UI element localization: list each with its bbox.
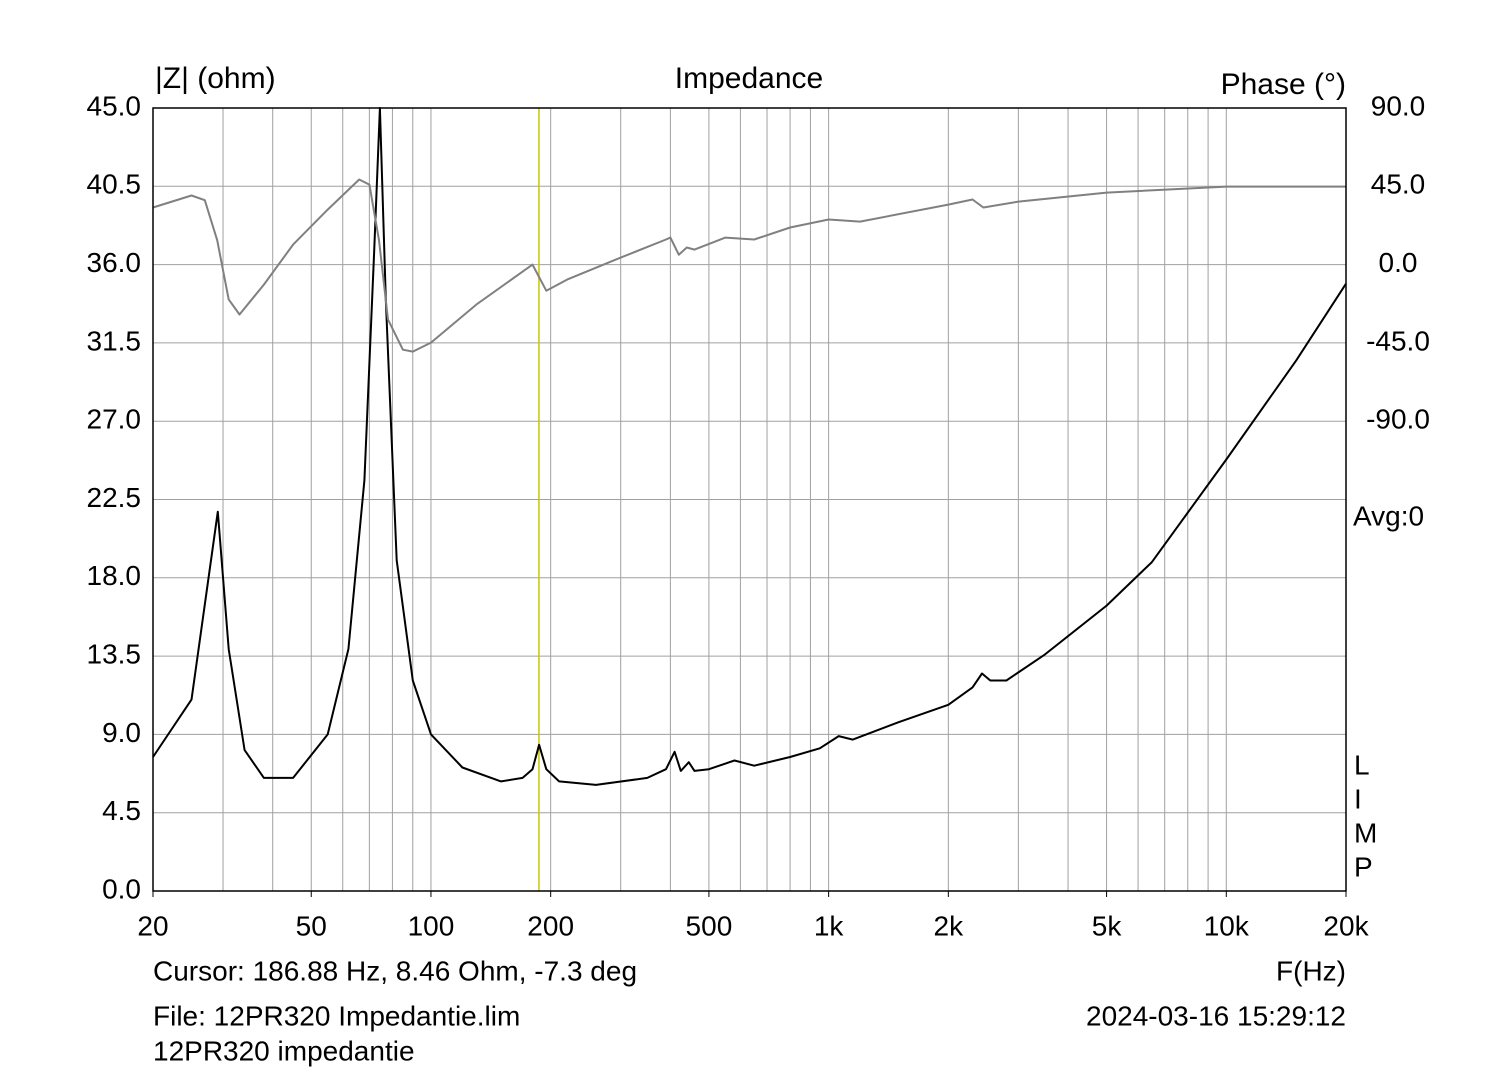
file-name: File: 12PR320 Impedantie.lim [153,1000,520,1031]
x-tick-label: 200 [527,910,574,941]
y-tick-label: 40.5 [87,169,142,200]
logo-letter: I [1354,783,1362,814]
average-label: Avg:0 [1353,500,1424,531]
description: 12PR320 impedantie [153,1035,415,1066]
x-tick-label: 1k [814,910,845,941]
y-tick-label: 18.0 [87,560,142,591]
x-axis-label: F(Hz) [1276,955,1346,986]
y-axis-label: |Z| (ohm) [155,62,276,95]
x-tick-label: 50 [296,910,327,941]
x-tick-label: 20k [1323,910,1369,941]
logo-letter: L [1354,749,1370,780]
y-tick-label: 31.5 [87,325,142,356]
y2-tick-label: -90.0 [1366,404,1430,435]
y-tick-label: 13.5 [87,638,142,669]
x-tick-label: 2k [934,910,965,941]
series-line [152,178,1346,353]
logo-letter: M [1354,817,1377,848]
cursor-readout: Cursor: 186.88 Hz, 8.46 Ohm, -7.3 deg [153,955,637,986]
y-tick-label: 22.5 [87,482,142,513]
y2-tick-label: 0.0 [1379,247,1418,278]
logo-letter: P [1354,851,1373,882]
x-tick-label: 5k [1092,910,1123,941]
plot-frame [152,107,1347,892]
x-tick-label: 100 [408,910,455,941]
series-line [152,107,1347,786]
y-tick-label: 45.0 [87,90,142,121]
y2-tick-label: 90.0 [1371,90,1426,121]
x-tick-label: 10k [1204,910,1250,941]
y2-tick-label: 45.0 [1371,169,1426,200]
x-tick-label: 20 [137,910,168,941]
timestamp: 2024-03-16 15:29:12 [1086,1000,1346,1031]
y-tick-label: 36.0 [87,247,142,278]
y-tick-label: 9.0 [102,717,141,748]
y-tick-label: 0.0 [102,873,141,904]
y-tick-label: 27.0 [87,404,142,435]
y-tick-label: 4.5 [102,795,141,826]
y2-axis-label: Phase (°) [1221,68,1346,101]
chart-title: Impedance [675,62,823,95]
x-tick-label: 500 [686,910,733,941]
y2-tick-label: -45.0 [1366,325,1430,356]
